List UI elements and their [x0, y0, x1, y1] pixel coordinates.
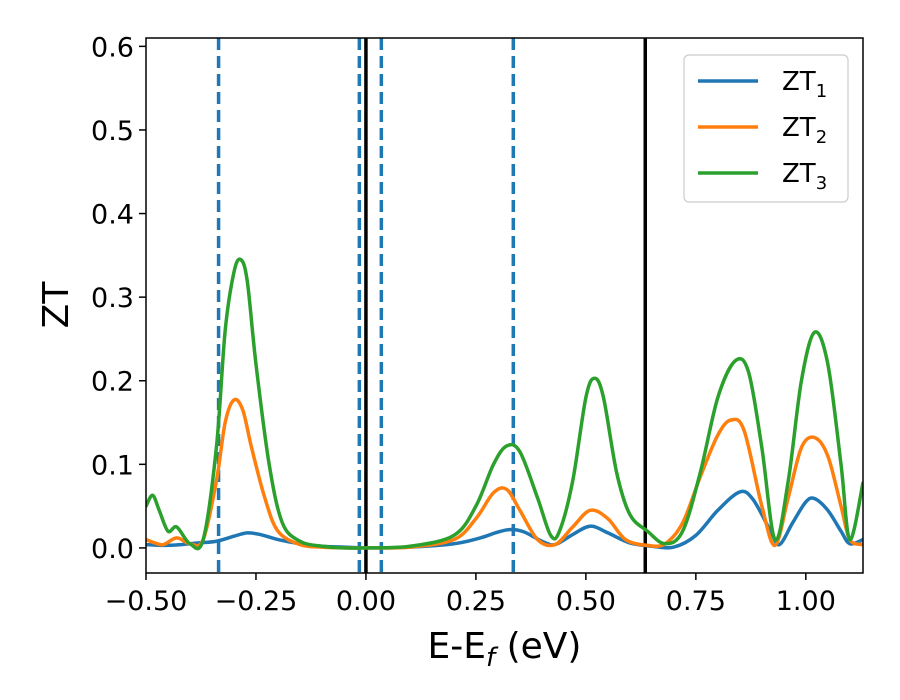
y-axis-ticks: 0.0 0.1 0.2 0.3 0.4 0.5 0.6	[91, 32, 146, 565]
plot-frame	[145, 37, 864, 574]
series-line-zt2	[146, 397, 863, 550]
y-tick-label: 0.1	[91, 450, 134, 481]
x-axis-ticks: −0.50 −0.25 0.00 0.25 0.50 0.75 1.00	[105, 573, 836, 617]
y-tick-label: 0.2	[91, 367, 134, 398]
x-tick-label: 0.50	[556, 586, 616, 617]
x-tick-label: 0.25	[446, 586, 506, 617]
legend-label-zt3: ZT3	[782, 159, 827, 194]
x-axis-title: E-Ef (eV)	[428, 626, 582, 673]
x-tick-label: 1.00	[776, 586, 836, 617]
legend: ZT1 ZT2 ZT3	[683, 54, 849, 203]
series-line-zt1	[146, 489, 863, 550]
legend-box	[683, 54, 849, 203]
y-tick-label: 0.3	[91, 283, 134, 314]
y-tick-label: 0.4	[91, 200, 134, 231]
x-tick-label: 0.00	[336, 586, 396, 617]
y-axis-title: ZT	[36, 281, 77, 329]
legend-label-zt1: ZT1	[782, 67, 827, 102]
y-tick-label: 0.6	[91, 32, 134, 63]
series-line-zt3	[146, 257, 863, 551]
y-tick-label: 0.5	[91, 116, 134, 147]
x-tick-label: 0.75	[666, 586, 726, 617]
x-tick-label: −0.25	[215, 586, 298, 617]
series-lines	[146, 257, 863, 551]
y-tick-label: 0.0	[91, 534, 134, 565]
legend-label-zt2: ZT2	[782, 113, 827, 148]
x-tick-label: −0.50	[105, 586, 188, 617]
reference-lines	[216, 38, 648, 573]
